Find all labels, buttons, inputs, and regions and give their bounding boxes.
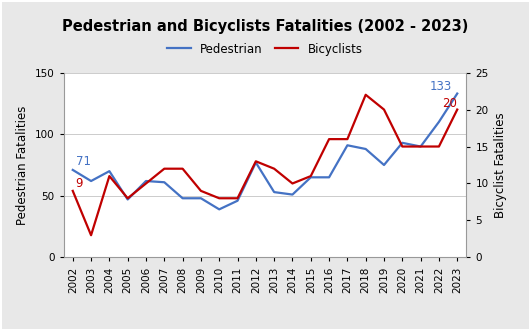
Bicyclists: [418, 145, 424, 148]
Bicyclists: [307, 174, 314, 178]
Bicyclists: [326, 137, 332, 141]
Bicyclists: [69, 189, 76, 193]
Pedestrian: [161, 180, 167, 184]
Bicyclists: [253, 159, 259, 163]
Y-axis label: Pedestrian Fatalities: Pedestrian Fatalities: [16, 105, 29, 225]
Bicyclists: [143, 182, 149, 185]
Pedestrian: [234, 199, 241, 203]
Pedestrian: [88, 179, 94, 183]
Pedestrian: [289, 193, 296, 197]
Bicyclists: [363, 93, 369, 97]
Y-axis label: Bicyclist Fatalities: Bicyclist Fatalities: [494, 112, 507, 218]
Pedestrian: [216, 207, 223, 211]
Pedestrian: [180, 196, 186, 200]
Pedestrian: [326, 175, 332, 179]
Bicyclists: [289, 182, 296, 185]
Bicyclists: [161, 167, 167, 171]
Bicyclists: [399, 145, 405, 148]
Pedestrian: [125, 198, 131, 202]
Bicyclists: [125, 196, 131, 200]
Pedestrian: [454, 91, 461, 95]
Bicyclists: [436, 145, 442, 148]
Bicyclists: [344, 137, 350, 141]
Pedestrian: [198, 196, 204, 200]
Text: 133: 133: [430, 80, 452, 93]
Pedestrian: [143, 179, 149, 183]
Text: 9: 9: [75, 177, 83, 190]
Bicyclists: [271, 167, 277, 171]
Text: 71: 71: [75, 155, 91, 168]
Title: Pedestrian and Bicyclists Fatalities (2002 - 2023): Pedestrian and Bicyclists Fatalities (20…: [62, 19, 468, 34]
Pedestrian: [307, 175, 314, 179]
Pedestrian: [271, 190, 277, 194]
Legend: Pedestrian, Bicyclists: Pedestrian, Bicyclists: [163, 38, 367, 60]
Pedestrian: [418, 145, 424, 148]
Bicyclists: [88, 233, 94, 237]
Pedestrian: [399, 141, 405, 145]
Pedestrian: [253, 161, 259, 165]
Bicyclists: [180, 167, 186, 171]
Pedestrian: [436, 120, 442, 124]
Bicyclists: [234, 196, 241, 200]
Line: Pedestrian: Pedestrian: [73, 93, 457, 209]
Pedestrian: [363, 147, 369, 151]
Pedestrian: [381, 163, 387, 167]
Line: Bicyclists: Bicyclists: [73, 95, 457, 235]
Pedestrian: [344, 143, 350, 147]
Pedestrian: [69, 168, 76, 172]
Bicyclists: [381, 108, 387, 112]
Bicyclists: [454, 108, 461, 112]
Bicyclists: [106, 174, 112, 178]
Text: 20: 20: [443, 97, 457, 110]
Bicyclists: [216, 196, 223, 200]
Pedestrian: [106, 169, 112, 173]
Bicyclists: [198, 189, 204, 193]
